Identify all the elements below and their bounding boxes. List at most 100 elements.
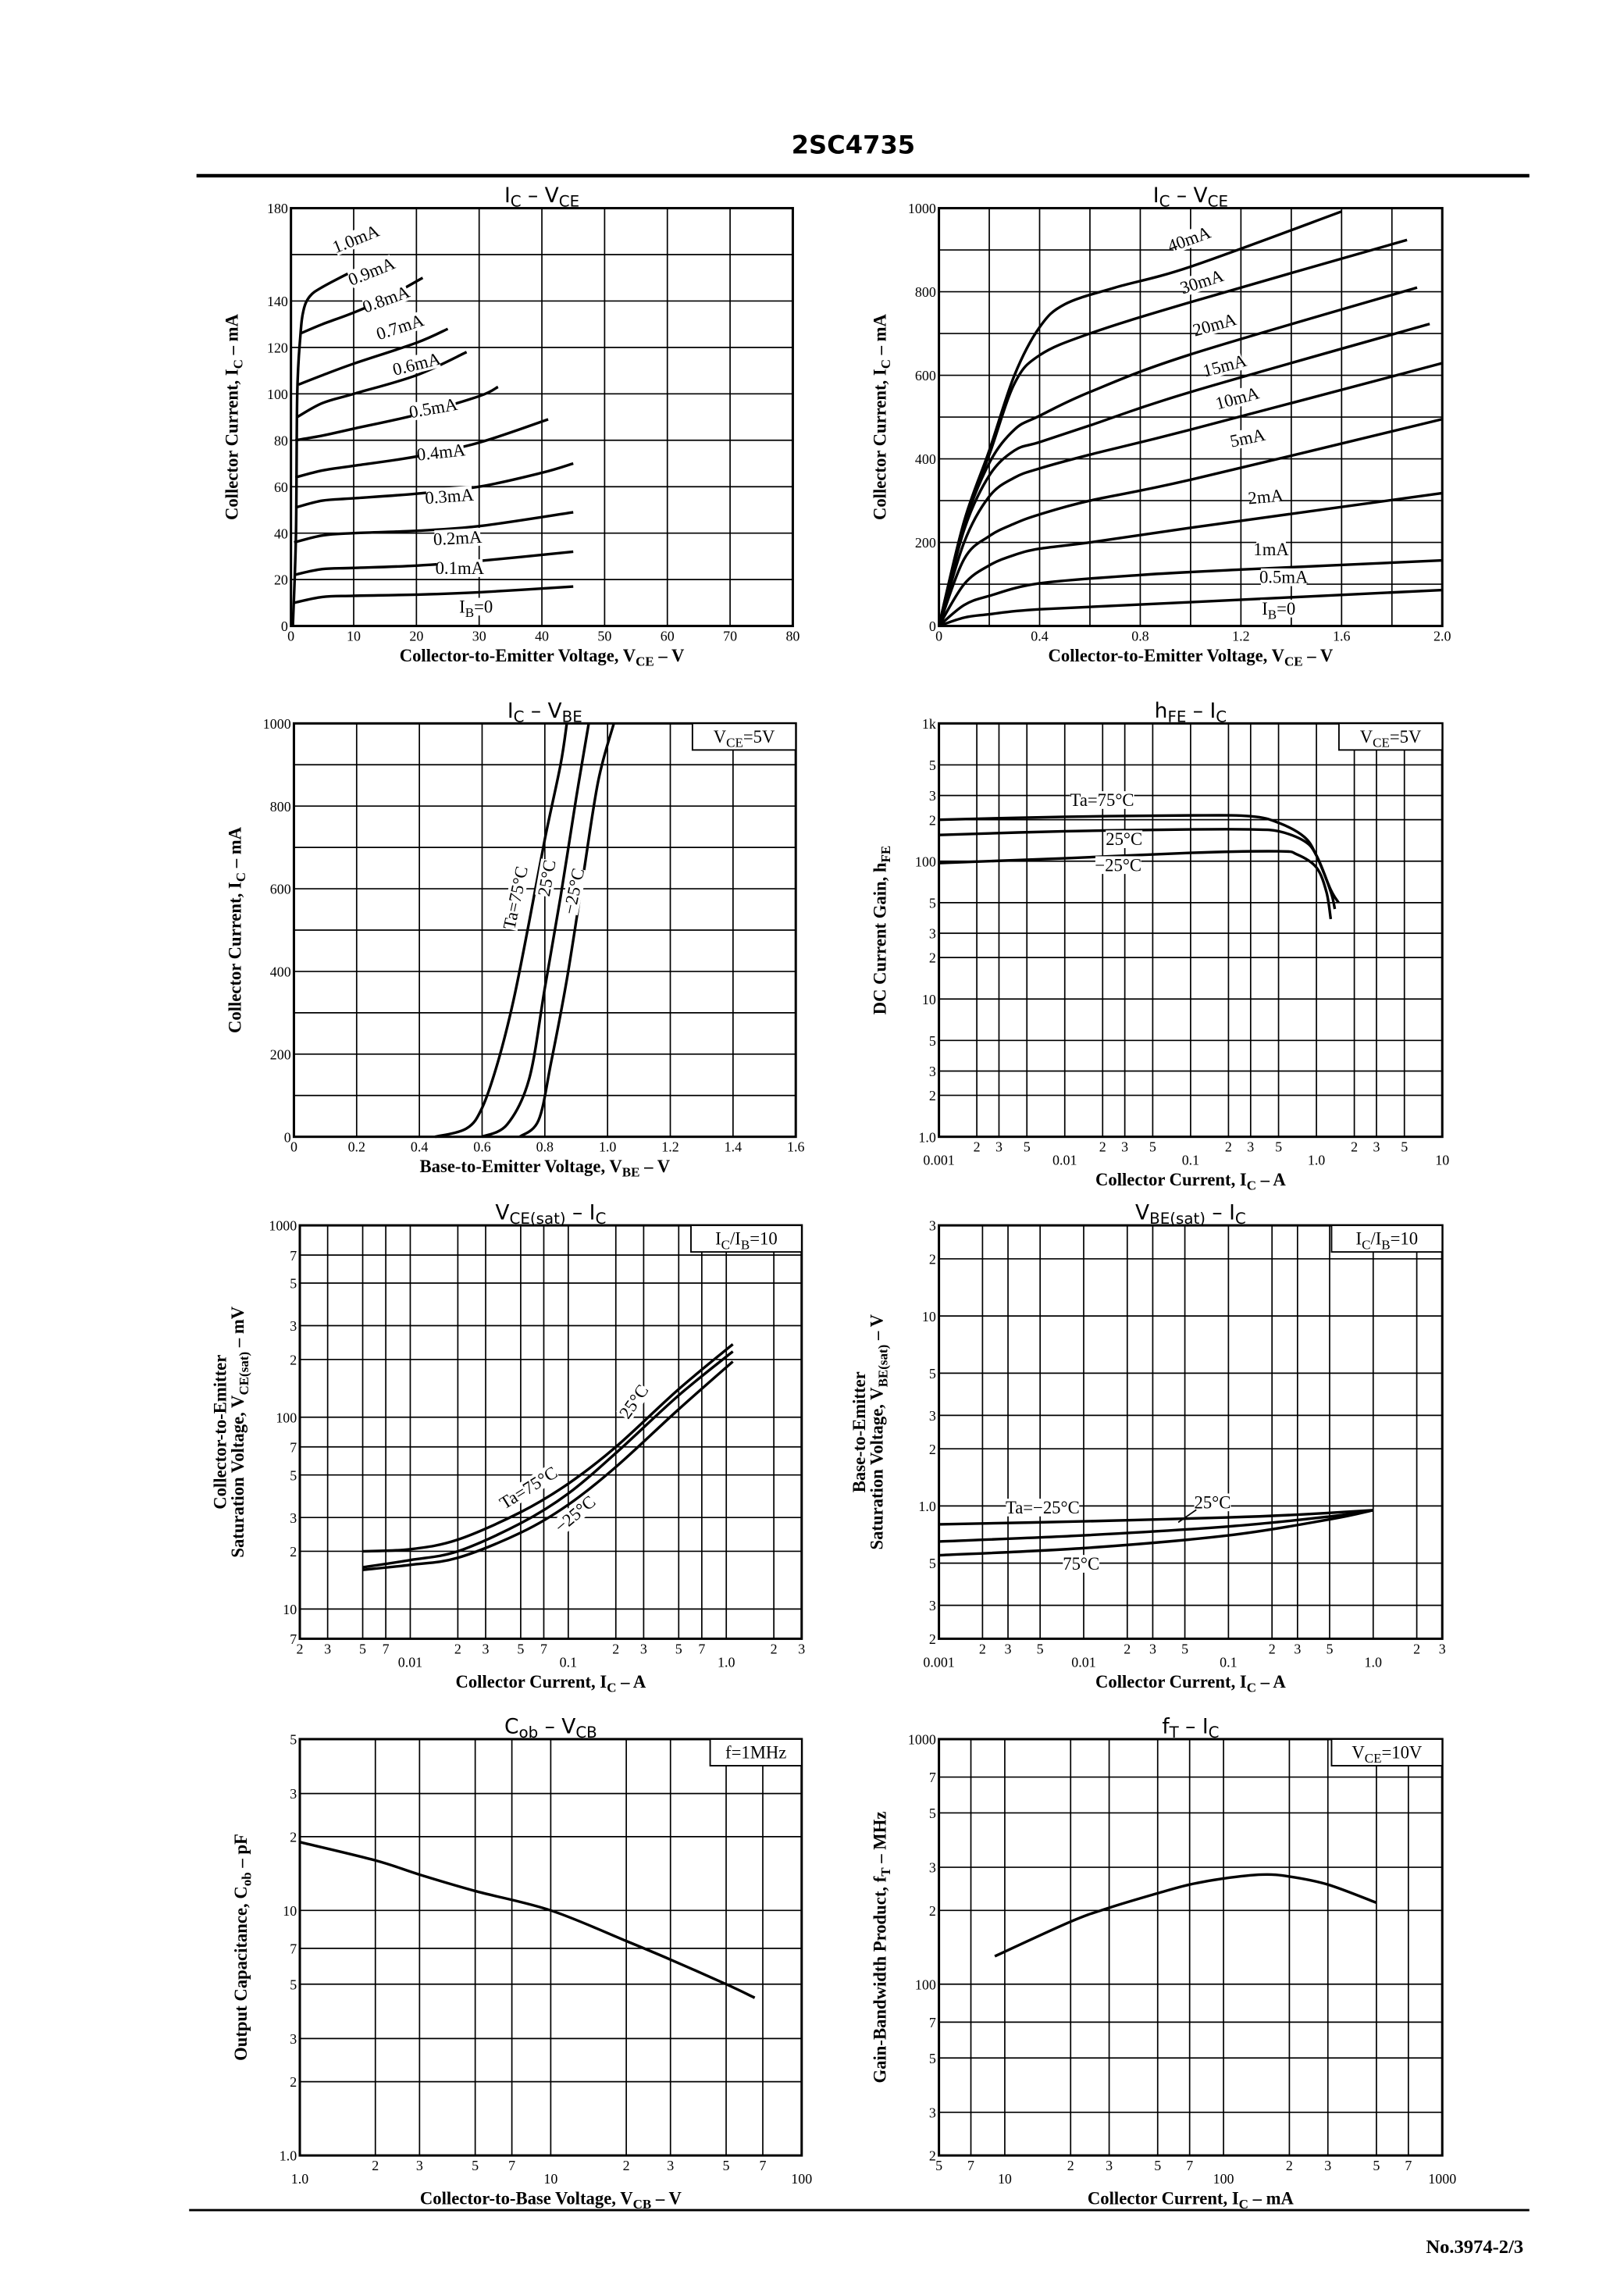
plot-frame [938, 1738, 1444, 2157]
test-condition: IC​/IB​=10 [715, 1229, 778, 1253]
x-tick-label: 0.8 [536, 1139, 554, 1155]
x-tick-label: 0.001 [923, 1654, 954, 1670]
annotation-background [1194, 1493, 1231, 1512]
y-tick-label: 100 [915, 854, 936, 869]
annotation-background [375, 311, 425, 343]
y-tick-label: 7 [290, 1941, 297, 1957]
x-tick-label: 100 [791, 2171, 812, 2187]
x-tick-label: 30 [472, 628, 486, 643]
annotation-background [1217, 384, 1258, 412]
test-condition: VCE​=5V [1360, 727, 1422, 750]
x-tick-label: 3 [1294, 1641, 1301, 1656]
x-tick-label: 1000 [1428, 2171, 1456, 2187]
series-curve-1mA [938, 558, 1443, 627]
chart-title: IC​ – VCE​ [1153, 184, 1228, 211]
y-tick-label: 1.0 [918, 1499, 935, 1514]
document-number: No.3974-2/3 [1426, 2237, 1523, 2258]
y-tick-label: 5 [290, 1732, 297, 1748]
y-tick-label: 2 [929, 2148, 936, 2164]
y-tick-label: 20 [274, 572, 288, 588]
x-tick-label: 5 [1401, 1139, 1408, 1155]
x-tick-label: 2 [974, 1139, 981, 1155]
x-tick-label: 2 [1351, 1139, 1358, 1155]
curve-label: 0.1mA [436, 558, 485, 578]
curve-label: 0.2mA [433, 527, 483, 549]
y-tick-label: 100 [267, 387, 288, 402]
x-tick-label: 3 [1121, 1139, 1128, 1155]
y-tick-label: 5 [290, 1467, 297, 1483]
chart-title: VBE(sat)​ – IC​ [1135, 1201, 1246, 1228]
chart-7: 1.0 2 3 5 7 10 2 3 5 7 100 1.0 2 3 5 7 10 2 3 5 Cob​ – VCB​ C… [231, 1714, 812, 2212]
series-curve-0.2mA [294, 550, 574, 576]
plot-frame [938, 207, 1444, 628]
y-tick-label: 1.0 [280, 2148, 297, 2164]
curve-label: Ta=75°C [1070, 790, 1134, 810]
condition-box [1337, 722, 1444, 751]
y-tick-label: 400 [270, 964, 291, 980]
y-tick-label: 2 [290, 1352, 297, 1367]
y-tick-label: 1000 [908, 1732, 936, 1748]
chart-title: IC​ – VCE​ [504, 184, 579, 211]
annotation-background [434, 528, 481, 548]
condition-box [709, 1738, 803, 1766]
y-tick-label: 3 [290, 1510, 297, 1526]
x-tick-label: 0.4 [411, 1139, 428, 1155]
y-tick-label: 800 [270, 799, 291, 815]
x-tick-label: 1.0 [599, 1139, 616, 1155]
y-tick-label: 1000 [908, 201, 936, 216]
x-tick-label: 5 [675, 1641, 682, 1656]
y-tick-label: 7 [929, 2015, 936, 2030]
x-tick-label: 7 [1186, 2158, 1193, 2173]
annotation-background [392, 350, 441, 379]
y-tick-label: 3 [929, 788, 936, 804]
x-tick-label: 1.0 [1365, 1654, 1382, 1670]
y-tick-label: 600 [270, 882, 291, 897]
y-tick-label: 2 [929, 950, 936, 966]
y-tick-label: 2 [929, 812, 936, 828]
y-tick-label: 200 [915, 535, 936, 551]
x-tick-label: 1.4 [725, 1139, 742, 1155]
x-tick-label: 2 [771, 1641, 778, 1656]
x-tick-label: 5 [1037, 1641, 1044, 1656]
x-tick-label: 10 [347, 628, 361, 643]
y-tick-label: 1000 [263, 716, 291, 732]
annotation-background [347, 254, 397, 288]
chart-title: fT​ – IC​ [1162, 1714, 1219, 1741]
annotation-background [436, 559, 483, 577]
x-tick-label: 0.1 [1220, 1654, 1237, 1670]
annotation-background [1106, 830, 1143, 849]
y-axis-label: DC Current Gain, hFE​ [871, 846, 894, 1015]
chart-6: 0.001 2 3 5 0.01 2 3 5 0.1 2 3 5 1.0 2 3 2 3 5 1.0 2 3 5 10 2 3 V… [849, 1201, 1446, 1695]
y-tick-label: 10 [922, 992, 936, 1007]
x-tick-label: 3 [640, 1641, 647, 1656]
y-axis-label: Collector-to-Emitter [210, 1355, 230, 1510]
x-tick-label: 0.1 [1182, 1153, 1199, 1168]
series-curve-75C [938, 1509, 1374, 1557]
y-axis-label: Gain-Bandwidth Product, fT​ – MHz [871, 1812, 894, 2084]
x-tick-label: 7 [383, 1641, 390, 1656]
series-curve-5mA [937, 418, 1443, 627]
x-tick-label: 0.01 [1071, 1654, 1095, 1670]
y-tick-label: 10 [922, 1309, 936, 1324]
y-tick-label: 5 [929, 2051, 936, 2066]
x-axis-label: Collector-to-Emitter Voltage, VCE​ – V [1049, 646, 1334, 669]
y-tick-label: 1.0 [918, 1129, 935, 1145]
x-tick-label: 2 [623, 2158, 630, 2173]
annotation-background [1250, 486, 1281, 507]
x-tick-label: 0.01 [398, 1654, 422, 1670]
y-tick-label: 3 [290, 1786, 297, 1802]
series-curve-10mA [937, 362, 1443, 627]
plot-frame [298, 1224, 803, 1640]
x-axis-label: Collector-to-Emitter Voltage, VCE​ – V [400, 646, 685, 669]
x-tick-label: 0.01 [1052, 1153, 1077, 1168]
x-tick-label: 3 [483, 1641, 490, 1656]
y-tick-label: 7 [290, 1248, 297, 1264]
chart-title: Cob​ – VCB​ [504, 1714, 597, 1741]
y-axis-label: Collector Current, IC​ – mA [223, 313, 246, 520]
series-curve-Ta25C [938, 1509, 1373, 1526]
annotation-background [497, 1463, 561, 1513]
y-tick-label: 60 [274, 479, 288, 495]
x-tick-label: 80 [785, 628, 800, 643]
series-curve-2mA [938, 491, 1443, 627]
y-tick-label: 40 [274, 526, 288, 541]
